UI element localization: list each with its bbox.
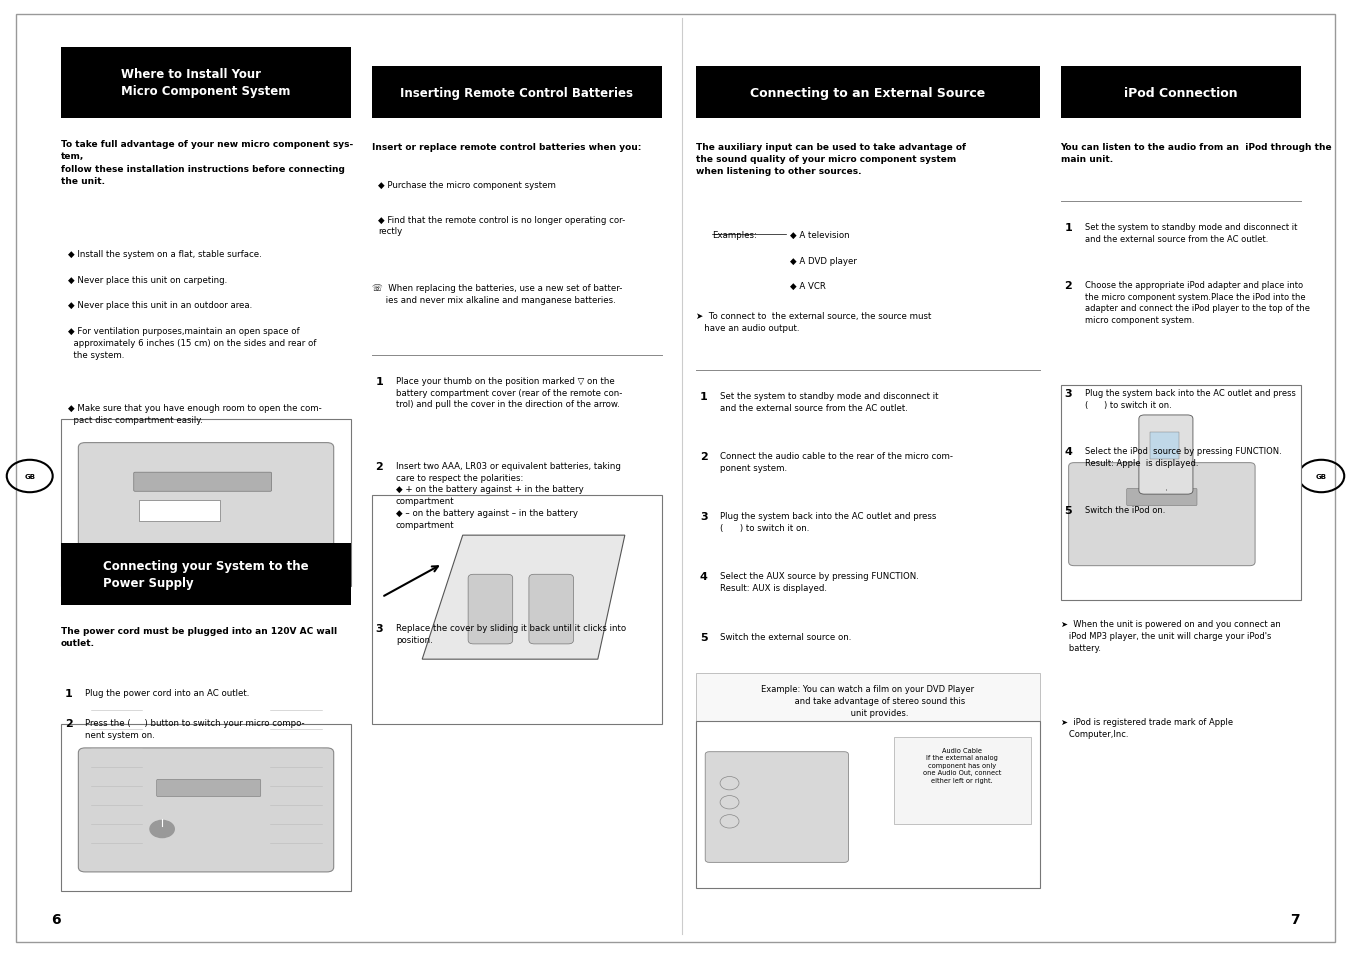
Text: 3: 3 <box>1065 389 1073 398</box>
Text: ◆ Install the system on a flat, stable surface.: ◆ Install the system on a flat, stable s… <box>68 250 261 258</box>
Text: 3: 3 <box>700 512 708 521</box>
Text: 1: 1 <box>1065 223 1073 233</box>
FancyBboxPatch shape <box>61 419 351 586</box>
Text: Audio Cable
If the external analog
component has only
one Audio Out, connect
eit: Audio Cable If the external analog compo… <box>923 747 1001 783</box>
Text: 2: 2 <box>376 461 384 471</box>
Text: Insert or replace remote control batteries when you:: Insert or replace remote control batteri… <box>372 143 640 152</box>
Text: 3: 3 <box>376 623 384 633</box>
Text: Connecting your System to the
Power Supply: Connecting your System to the Power Supp… <box>103 559 309 589</box>
FancyBboxPatch shape <box>61 48 351 119</box>
Text: You can listen to the audio from an  iPod through the
main unit.: You can listen to the audio from an iPod… <box>1061 143 1332 164</box>
Text: ◆ Never place this unit in an outdoor area.: ◆ Never place this unit in an outdoor ar… <box>68 301 251 310</box>
Text: Plug the system back into the AC outlet and press
(      ) to switch it on.: Plug the system back into the AC outlet … <box>1085 389 1296 409</box>
FancyBboxPatch shape <box>134 473 272 492</box>
Text: GB: GB <box>24 474 35 479</box>
FancyBboxPatch shape <box>78 748 334 872</box>
FancyBboxPatch shape <box>1061 67 1301 119</box>
Text: 4: 4 <box>1065 447 1073 456</box>
Text: 6: 6 <box>51 912 61 926</box>
Text: ◆ For ventilation purposes,maintain an open space of
  approximately 6 inches (1: ◆ For ventilation purposes,maintain an o… <box>68 327 316 359</box>
Text: GB: GB <box>1316 474 1327 479</box>
Text: Connect the audio cable to the rear of the micro com-
ponent system.: Connect the audio cable to the rear of t… <box>720 452 952 473</box>
FancyBboxPatch shape <box>372 67 662 119</box>
FancyBboxPatch shape <box>1061 386 1301 600</box>
Text: Inserting Remote Control Batteries: Inserting Remote Control Batteries <box>400 87 634 99</box>
Text: ☏  When replacing the batteries, use a new set of batter-
     ies and never mix: ☏ When replacing the batteries, use a ne… <box>372 284 621 305</box>
FancyBboxPatch shape <box>894 738 1031 824</box>
Text: 1: 1 <box>700 392 708 401</box>
Text: Switch the external source on.: Switch the external source on. <box>720 632 851 640</box>
Text: ◆ Never place this unit on carpeting.: ◆ Never place this unit on carpeting. <box>68 275 227 284</box>
FancyBboxPatch shape <box>372 496 662 724</box>
Text: 4: 4 <box>700 572 708 581</box>
Text: ◆ A television: ◆ A television <box>790 231 850 239</box>
Text: The power cord must be plugged into an 120V AC wall
outlet.: The power cord must be plugged into an 1… <box>61 626 336 647</box>
Text: iPod Connection: iPod Connection <box>1124 87 1238 99</box>
Text: ◆ Make sure that you have enough room to open the com-
  pact disc compartment e: ◆ Make sure that you have enough room to… <box>68 404 322 425</box>
FancyBboxPatch shape <box>705 752 848 862</box>
FancyBboxPatch shape <box>78 443 334 562</box>
Text: ◆ A VCR: ◆ A VCR <box>790 282 827 291</box>
Text: Choose the appropriate iPod adapter and place into
the micro component system.Pl: Choose the appropriate iPod adapter and … <box>1085 281 1310 324</box>
Text: Plug the power cord into an AC outlet.: Plug the power cord into an AC outlet. <box>85 688 250 697</box>
Text: 2: 2 <box>1065 281 1073 291</box>
Text: ➤  To connect to  the external source, the source must
   have an audio output.: ➤ To connect to the external source, the… <box>696 312 931 333</box>
Text: Insert two AAA, LR03 or equivalent batteries, taking
care to respect the polarit: Insert two AAA, LR03 or equivalent batte… <box>396 461 620 529</box>
FancyBboxPatch shape <box>530 575 573 644</box>
Text: ◆ A DVD player: ◆ A DVD player <box>790 256 858 265</box>
Text: Set the system to standby mode and disconnect it
and the external source from th: Set the system to standby mode and disco… <box>1085 223 1297 243</box>
Text: Examples:: Examples: <box>712 231 757 239</box>
FancyBboxPatch shape <box>696 67 1040 119</box>
Text: To take full advantage of your new micro component sys-
tem,
follow these instal: To take full advantage of your new micro… <box>61 140 353 186</box>
Text: Replace the cover by sliding it back until it clicks into
position.: Replace the cover by sliding it back unt… <box>396 623 626 644</box>
FancyBboxPatch shape <box>61 543 351 605</box>
Text: The auxiliary input can be used to take advantage of
the sound quality of your m: The auxiliary input can be used to take … <box>696 143 966 176</box>
Polygon shape <box>422 536 624 659</box>
FancyBboxPatch shape <box>696 721 1040 888</box>
Text: Place your thumb on the position marked ▽ on the
battery compartment cover (rear: Place your thumb on the position marked … <box>396 376 623 409</box>
Text: ➤  When the unit is powered on and you connect an
   iPod MP3 player, the unit w: ➤ When the unit is powered on and you co… <box>1061 619 1281 652</box>
Text: 5: 5 <box>700 632 708 641</box>
FancyBboxPatch shape <box>282 558 315 573</box>
Text: 5: 5 <box>1065 505 1073 515</box>
Text: 2: 2 <box>700 452 708 461</box>
FancyBboxPatch shape <box>1139 416 1193 495</box>
FancyBboxPatch shape <box>1150 433 1179 459</box>
Text: 2: 2 <box>65 719 73 728</box>
Text: 1: 1 <box>65 688 73 698</box>
FancyBboxPatch shape <box>16 15 1335 942</box>
Text: 7: 7 <box>1290 912 1300 926</box>
FancyBboxPatch shape <box>1069 463 1255 566</box>
Text: Switch the iPod on.: Switch the iPod on. <box>1085 505 1165 514</box>
Text: 1: 1 <box>376 376 384 386</box>
Text: Press the (     ) button to switch your micro compo-
nent system on.: Press the ( ) button to switch your micr… <box>85 719 305 740</box>
Text: ◆ Purchase the micro component system: ◆ Purchase the micro component system <box>378 181 557 190</box>
Text: Example: You can watch a film on your DVD Player
         and take advantage of : Example: You can watch a film on your DV… <box>762 684 974 718</box>
Text: Where to Install Your
Micro Component System: Where to Install Your Micro Component Sy… <box>122 69 290 98</box>
Text: ➤  iPod is registered trade mark of Apple
   Computer,Inc.: ➤ iPod is registered trade mark of Apple… <box>1061 718 1232 739</box>
Text: ◆ Find that the remote control is no longer operating cor-
rectly: ◆ Find that the remote control is no lon… <box>378 215 626 236</box>
FancyBboxPatch shape <box>120 558 153 573</box>
Circle shape <box>150 821 174 838</box>
Text: Select the iPod  source by pressing FUNCTION.
Result: Apple  is displayed.: Select the iPod source by pressing FUNCT… <box>1085 447 1282 467</box>
Text: Set the system to standby mode and disconnect it
and the external source from th: Set the system to standby mode and disco… <box>720 392 939 413</box>
FancyBboxPatch shape <box>61 724 351 891</box>
Text: Plug the system back into the AC outlet and press
(      ) to switch it on.: Plug the system back into the AC outlet … <box>720 512 936 533</box>
FancyBboxPatch shape <box>696 673 1040 741</box>
Text: Select the AUX source by pressing FUNCTION.
Result: AUX is displayed.: Select the AUX source by pressing FUNCTI… <box>720 572 919 593</box>
Text: Connecting to an External Source: Connecting to an External Source <box>750 87 986 99</box>
FancyBboxPatch shape <box>157 780 261 797</box>
FancyBboxPatch shape <box>139 500 220 521</box>
FancyBboxPatch shape <box>467 575 512 644</box>
FancyBboxPatch shape <box>1127 489 1197 506</box>
